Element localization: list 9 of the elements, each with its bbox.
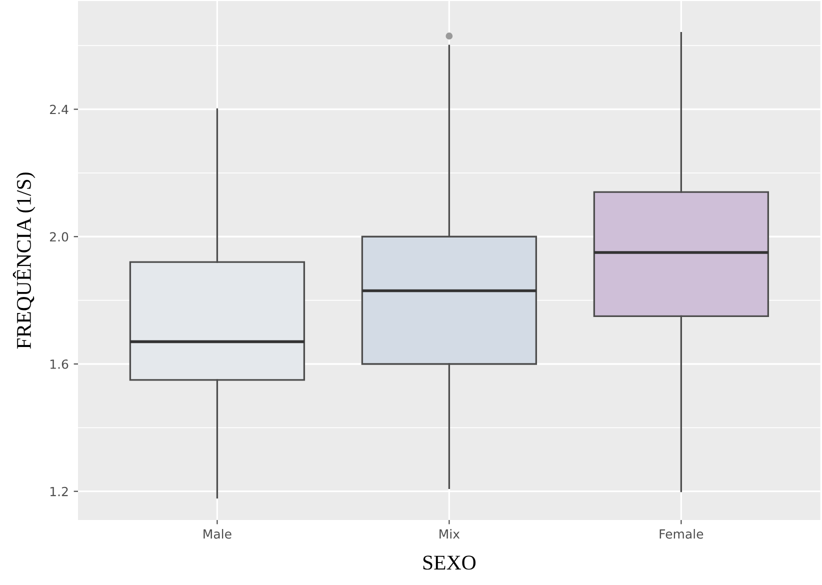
y-tick-label: 2.0 <box>50 232 68 242</box>
y-axis-title: FREQUÊNCIA (1/S) <box>12 172 36 349</box>
x-tick-label: Male <box>204 529 232 539</box>
x-axis-title: SEXO <box>423 556 476 570</box>
x-tick-label: Mix <box>440 529 460 539</box>
y-tick-label: 1.6 <box>50 359 68 369</box>
y-tick-label: 1.2 <box>50 486 68 496</box>
y-tick-label: 2.4 <box>50 104 68 114</box>
x-tick-label: Female <box>660 529 704 539</box>
